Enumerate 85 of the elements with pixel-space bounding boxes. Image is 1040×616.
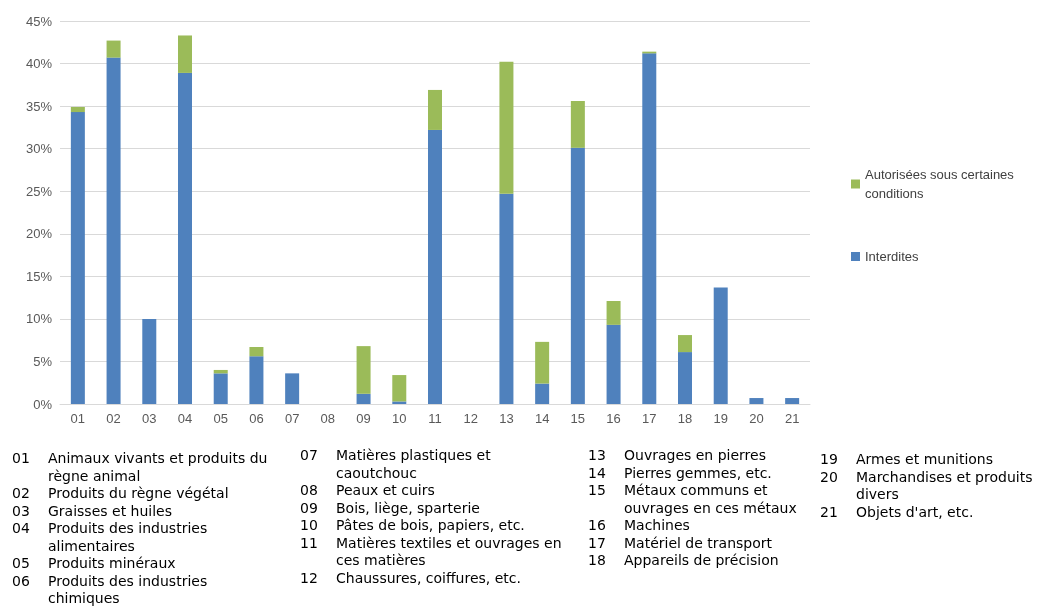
text: 20 Marchandises et produits divers	[820, 468, 1033, 502]
text: 02 Produits du règne végétal	[12, 485, 229, 501]
text: 03 Graisses et huiles	[12, 502, 173, 519]
bar	[713, 287, 728, 404]
text: 08 Peaux et cuirs	[300, 482, 435, 498]
legend-label: Autorisées sous certaines conditions	[865, 167, 1018, 201]
bar	[106, 40, 121, 58]
bar	[606, 324, 621, 404]
x-tick-label: 18	[677, 411, 693, 426]
bar	[70, 112, 85, 404]
x-tick-label: 15	[570, 411, 586, 426]
text: 09 Bois, liège, sparterie	[300, 499, 480, 516]
bar	[749, 398, 764, 404]
bar	[356, 393, 371, 404]
bar	[70, 106, 85, 113]
bar	[285, 373, 300, 404]
x-tick-label: 07	[284, 411, 300, 426]
text: 18 Appareils de précision	[588, 552, 779, 568]
x-tick-label: 09	[356, 411, 371, 426]
bar	[570, 147, 585, 404]
x-tick-label: 06	[249, 411, 264, 426]
x-tick-label: 10	[392, 411, 407, 426]
y-tick-label: 45%	[25, 13, 53, 29]
text: 19 Armes et munitions	[820, 451, 994, 467]
x-tick-label: 19	[713, 411, 728, 426]
bar	[678, 352, 692, 404]
text: 14 Pierres gemmes, etc.	[588, 464, 772, 481]
text: 21 Objets d'art, etc.	[820, 503, 974, 520]
text: 10 Pâtes de bois, papiers, etc.	[300, 517, 525, 533]
bar	[213, 373, 228, 404]
bar	[678, 335, 692, 353]
y-tick-label: 20%	[25, 226, 53, 242]
x-tick-label: 16	[606, 411, 621, 426]
x-tick-label: 03	[142, 411, 157, 426]
x-tick-label: 01	[70, 411, 86, 426]
bar	[249, 356, 264, 404]
y-tick-label: 35%	[25, 98, 53, 114]
bar	[499, 193, 514, 404]
text: 06 Produits des industries chimiques	[12, 572, 208, 606]
text: 13 Ouvrages en pierres	[588, 447, 766, 463]
x-tick-label: 08	[320, 411, 336, 426]
bar	[178, 35, 192, 73]
x-tick-label: 02	[106, 411, 121, 426]
x-tick-label: 20	[749, 411, 764, 426]
bar	[142, 318, 157, 404]
text: 17 Matériel de transport	[588, 534, 772, 551]
x-tick-label: 14	[534, 411, 550, 426]
bar	[428, 89, 442, 130]
text: 15 Métaux communs et ouvrages en ces métaux	[588, 482, 797, 516]
bar	[106, 57, 121, 404]
bar	[570, 101, 585, 148]
bar	[428, 129, 442, 404]
y-tick-label: 10%	[25, 311, 53, 327]
bar	[535, 383, 550, 404]
text: 07 Matières plastiques et caoutchouc	[300, 447, 491, 481]
bar	[178, 72, 192, 404]
text: 16 Machines	[588, 517, 690, 533]
bar	[606, 301, 621, 325]
bar	[535, 341, 550, 384]
y-tick-label: 40%	[25, 56, 53, 72]
bar	[249, 346, 264, 357]
x-tick-label: 21	[784, 411, 800, 426]
y-tick-label: 30%	[25, 141, 53, 157]
x-tick-label: 05	[213, 411, 228, 426]
x-tick-label: 17	[642, 411, 657, 426]
bar	[499, 61, 514, 194]
x-tick-label: 11	[428, 411, 442, 426]
text: 05 Produits minéraux	[12, 555, 176, 571]
y-tick-label: 25%	[25, 183, 53, 199]
bar	[642, 53, 657, 404]
text: 04 Produits des industries alimentaires	[12, 520, 208, 554]
x-tick-label: 12	[463, 411, 478, 426]
bar	[392, 375, 407, 402]
text: 12 Chaussures, coiffures, etc.	[300, 569, 521, 586]
text: 01 Animaux vivants et produits du règne animal	[12, 450, 268, 484]
text: 11 Matières textiles et ouvrages en ces matières	[300, 534, 562, 568]
bar	[356, 346, 371, 394]
x-tick-label: 04	[177, 411, 193, 426]
x-tick-label: 13	[499, 411, 514, 426]
bar	[785, 398, 800, 404]
y-tick-label: 15%	[25, 268, 53, 284]
legend-label: Interdites	[865, 249, 919, 264]
bar	[392, 401, 407, 404]
y-tick-label: 5%	[33, 353, 53, 369]
y-tick-label: 0%	[33, 396, 53, 412]
